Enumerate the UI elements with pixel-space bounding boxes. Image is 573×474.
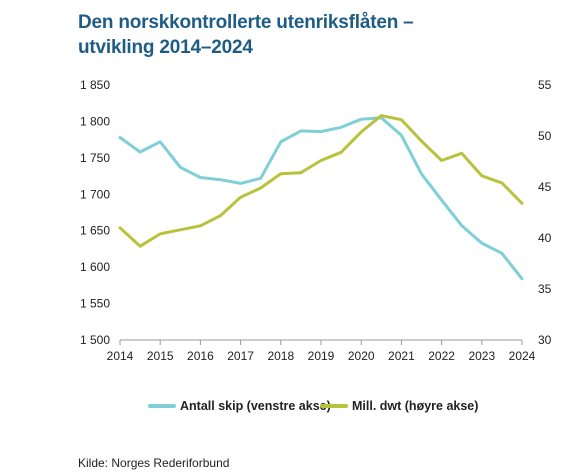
x-tick-label: 2015: [147, 349, 174, 363]
x-tick-label: 2023: [468, 349, 495, 363]
source-note: Kilde: Norges Rederiforbund: [78, 456, 230, 470]
x-tick-label: 2017: [227, 349, 254, 363]
right-y-tick-label: 45: [538, 180, 552, 194]
legend-label: Mill. dwt (høyre akse): [352, 399, 478, 413]
x-tick-label: 2014: [107, 349, 134, 363]
series-line-mill-dwt: [118, 114, 524, 248]
chart-title: Den norskkontrollerte utenriksflåten – u…: [78, 10, 414, 60]
x-tick-label: 2021: [388, 349, 415, 363]
left-y-tick-label: 1 600: [80, 260, 110, 274]
right-y-tick-label: 40: [538, 231, 552, 245]
x-tick-label: 2022: [428, 349, 455, 363]
x-tick-label: 2024: [509, 349, 536, 363]
chart-title-line2: utvikling 2014–2024: [78, 37, 253, 58]
left-y-tick-label: 1 550: [80, 297, 110, 311]
left-y-tick-label: 1 650: [80, 224, 110, 238]
x-tick-label: 2016: [187, 349, 214, 363]
chart-title-line1: Den norskkontrollerte utenriksflåten –: [78, 12, 414, 33]
right-y-tick-label: 50: [538, 129, 552, 143]
x-tick-label: 2018: [267, 349, 294, 363]
x-tick-label: 2019: [308, 349, 335, 363]
left-y-tick-label: 1 750: [80, 151, 110, 165]
left-y-tick-label: 1 850: [80, 78, 110, 92]
right-y-tick-label: 35: [538, 282, 552, 296]
right-y-tick-label: 30: [538, 333, 552, 347]
left-y-tick-label: 1 500: [80, 333, 110, 347]
x-tick-label: 2020: [348, 349, 375, 363]
right-y-tick-label: 55: [538, 78, 552, 92]
legend-label: Antall skip (venstre akse): [180, 399, 331, 413]
left-y-tick-label: 1 800: [80, 114, 110, 128]
left-y-tick-label: 1 700: [80, 187, 110, 201]
series-line-antall-skip: [118, 116, 524, 281]
